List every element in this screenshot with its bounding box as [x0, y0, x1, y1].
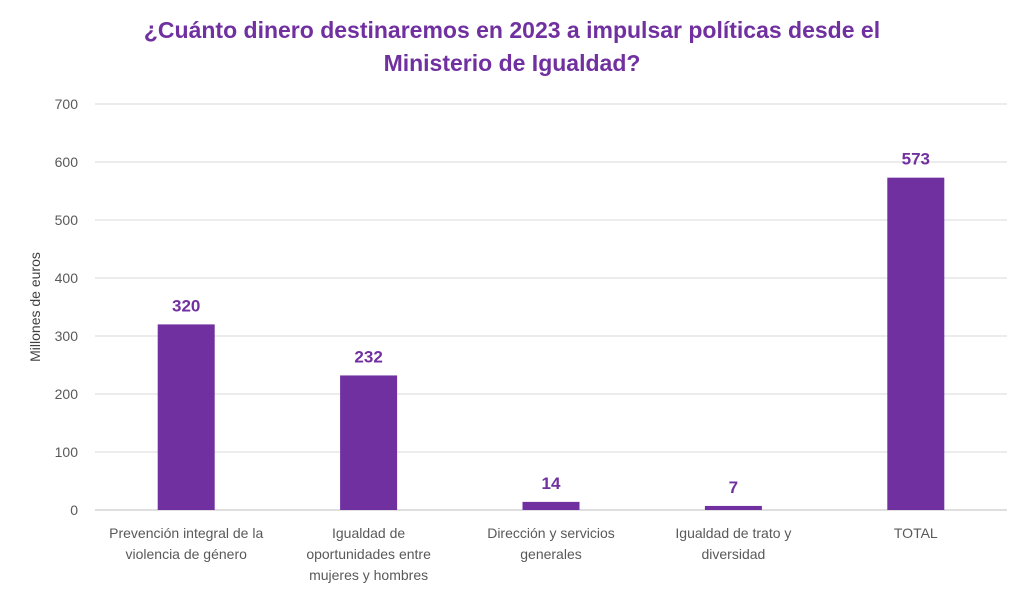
x-category-label: Prevención integral de la violencia de gé…	[109, 525, 263, 562]
y-tick-label: 600	[55, 154, 79, 170]
x-category-label-line: Igualdad de	[332, 525, 405, 541]
y-tick-label: 200	[55, 386, 79, 402]
x-category-label: Igualdad de trato y diversidad	[675, 525, 791, 562]
gridlines	[95, 103, 1007, 511]
data-label: 573	[902, 150, 930, 169]
bar	[522, 501, 580, 510]
bar	[704, 505, 762, 510]
y-axis-title: Millones de euros	[27, 252, 43, 362]
y-tick-label: 500	[55, 212, 79, 228]
x-category-label-line: mujeres y hombres	[309, 567, 428, 583]
bar	[340, 375, 398, 510]
data-label: 232	[354, 347, 382, 366]
y-tick-label: 0	[70, 502, 78, 518]
chart-title-line-2: Ministerio de Igualdad?	[383, 50, 641, 76]
x-category-label-line: violencia de género	[125, 546, 247, 562]
y-tick-label: 700	[55, 96, 79, 112]
category-labels: Prevención integral de la violencia de gé…	[109, 525, 938, 583]
x-category-label-line: Prevención integral de la	[109, 525, 263, 541]
x-category-label: Dirección y servicios generales	[487, 525, 615, 562]
chart-title: ¿Cuánto dinero destinaremos en 2023 a im…	[0, 14, 1024, 80]
x-category-label-line: Dirección y servicios	[487, 525, 615, 541]
x-category-label: TOTAL	[894, 525, 938, 541]
x-category-label-line: diversidad	[701, 546, 765, 562]
data-label: 14	[542, 474, 561, 493]
bar	[887, 177, 945, 510]
bar	[157, 324, 215, 510]
x-category-label-line: TOTAL	[894, 525, 938, 541]
bars	[157, 177, 945, 510]
x-category-label-line: oportunidades entre	[306, 546, 431, 562]
data-labels: 320 232 14 7 573	[172, 150, 930, 497]
y-axis-ticks: 0 100 200 300 400 500 600 700	[55, 96, 79, 518]
y-tick-label: 300	[55, 328, 79, 344]
data-label: 7	[729, 478, 738, 497]
data-label: 320	[172, 296, 200, 315]
x-category-label-line: generales	[520, 546, 582, 562]
y-tick-label: 400	[55, 270, 79, 286]
y-tick-label: 100	[55, 444, 79, 460]
x-category-label: Igualdad de oportunidades entre mujeres y …	[306, 525, 431, 583]
x-category-label-line: Igualdad de trato y	[675, 525, 791, 541]
chart-title-line-1: ¿Cuánto dinero destinaremos en 2023 a im…	[143, 17, 881, 43]
